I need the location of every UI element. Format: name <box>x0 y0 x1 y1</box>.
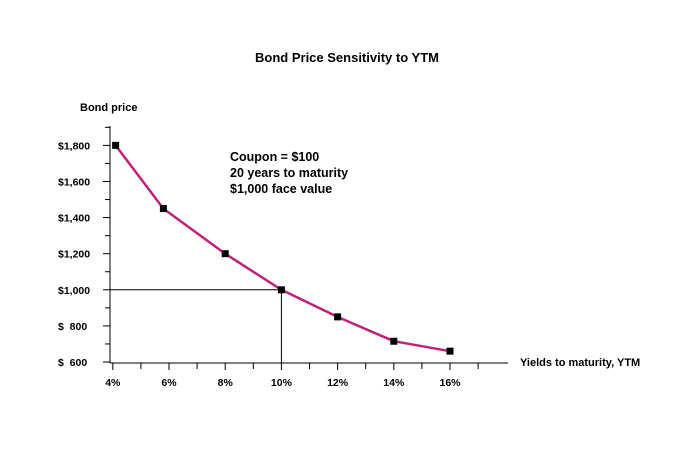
data-point-marker <box>390 338 397 345</box>
x-tick-label: 14% <box>383 377 405 389</box>
y-axis-ticks: $1,800 $1,600 $1,400 $1,200 $1,000 $ 800 $ 600 <box>58 127 110 369</box>
x-axis-ticks: 4% 6% 8% 10% 12% 14% 16% <box>105 363 478 389</box>
data-point-marker <box>222 250 229 257</box>
y-tick-label: $1,400 <box>58 213 90 225</box>
annotation-line-3: $1,000 face value <box>230 182 332 196</box>
data-point-marker <box>278 286 285 293</box>
y-tick-label: $1,000 <box>58 285 90 297</box>
x-axis-label: Yields to maturity, YTM <box>520 357 640 369</box>
data-point-marker <box>112 142 119 149</box>
data-point-marker <box>334 313 341 320</box>
y-tick-label: $ 800 <box>58 321 87 333</box>
chart-title: Bond Price Sensitivity to YTM <box>255 50 439 65</box>
x-tick-label: 10% <box>271 377 293 389</box>
x-tick-label: 12% <box>327 377 349 389</box>
x-tick-label: 16% <box>440 377 462 389</box>
y-tick-label: $1,200 <box>58 249 90 261</box>
y-tick-label: $1,600 <box>58 177 90 189</box>
y-tick-label: $1,800 <box>58 140 90 152</box>
x-tick-label: 4% <box>105 377 121 389</box>
reference-lines <box>110 290 281 363</box>
x-tick-label: 6% <box>161 377 177 389</box>
data-point-marker <box>447 348 454 355</box>
y-axis-label: Bond price <box>80 102 137 114</box>
y-tick-label: $ 600 <box>58 357 87 369</box>
annotation-line-1: Coupon = $100 <box>230 150 319 164</box>
annotation-line-2: 20 years to maturity <box>230 166 348 180</box>
x-tick-label: 8% <box>218 377 234 389</box>
data-point-marker <box>160 205 167 212</box>
